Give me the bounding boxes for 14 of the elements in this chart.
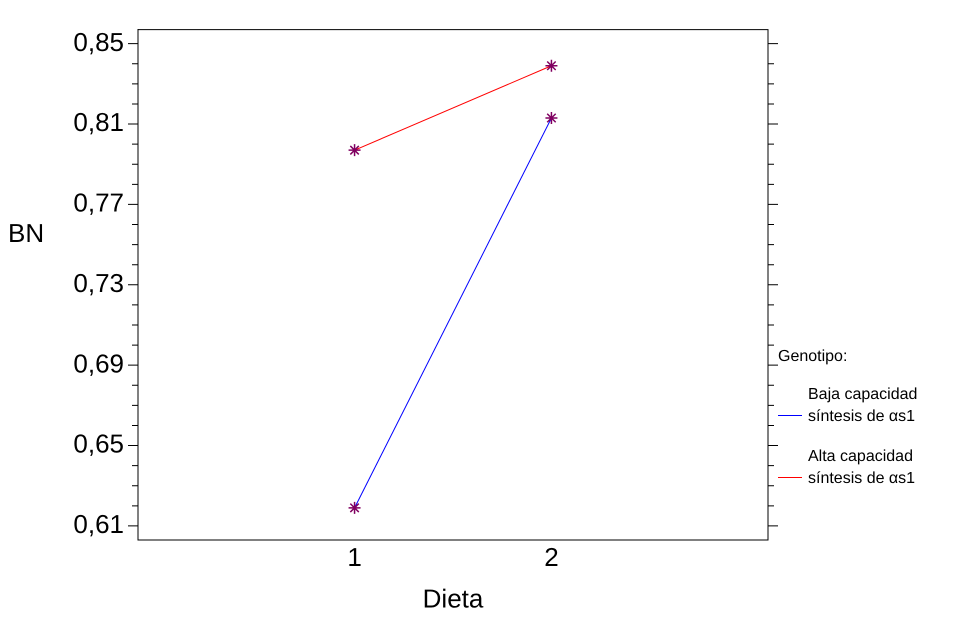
x-tick-label: 2 bbox=[544, 542, 559, 572]
y-tick-label: 0,69 bbox=[73, 348, 124, 378]
x-axis-title: Dieta bbox=[422, 584, 484, 614]
y-tick-label: 0,77 bbox=[73, 188, 124, 218]
y-axis-title: BN bbox=[8, 218, 44, 248]
legend-title: Genotipo: bbox=[778, 348, 848, 366]
y-tick-label: 0,73 bbox=[73, 268, 124, 298]
legend-label: Baja capacidad síntesis de αs1 bbox=[808, 385, 918, 427]
x-tick-label: 1 bbox=[347, 542, 362, 572]
y-tick-label: 0,61 bbox=[73, 509, 124, 540]
y-tick-label: 0,65 bbox=[73, 428, 124, 459]
y-tick-label: 0,85 bbox=[73, 26, 124, 57]
y-tick-label: 0,81 bbox=[73, 107, 124, 138]
legend-label: Alta capacidad síntesis de αs1 bbox=[808, 447, 916, 489]
